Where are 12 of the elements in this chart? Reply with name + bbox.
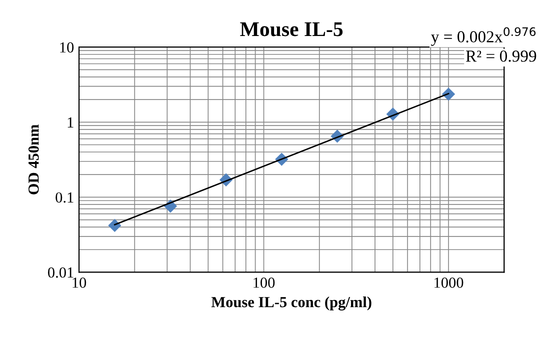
y-tick-label: 10 <box>60 42 74 53</box>
y-axis-title: OD 450nm <box>28 124 39 194</box>
x-tick-label: 100 <box>254 278 275 288</box>
y-tick-label: 0.1 <box>56 192 74 203</box>
chart-title: Mouse IL-5 <box>240 22 343 36</box>
y-tick-label: 1 <box>68 117 74 128</box>
x-axis-title: Mouse IL-5 conc (pg/ml) <box>211 296 372 310</box>
x-tick-label: 10 <box>72 278 86 288</box>
y-tick-label: 0.01 <box>48 267 74 278</box>
annotation: R² = 0.999 <box>466 50 536 62</box>
x-tick-label: 1000 <box>434 278 464 288</box>
text: y = 0.002x$^{0.976}$ <box>431 27 536 46</box>
